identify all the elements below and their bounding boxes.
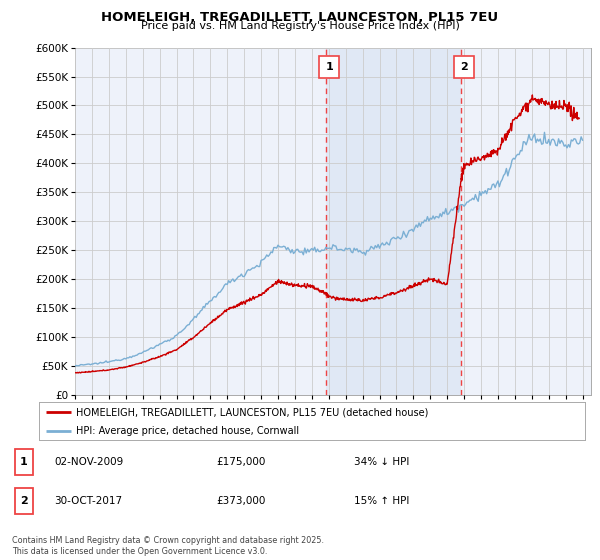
Text: £175,000: £175,000: [216, 457, 265, 467]
Text: Contains HM Land Registry data © Crown copyright and database right 2025.
This d: Contains HM Land Registry data © Crown c…: [12, 536, 324, 556]
Text: Price paid vs. HM Land Registry's House Price Index (HPI): Price paid vs. HM Land Registry's House …: [140, 21, 460, 31]
Text: 15% ↑ HPI: 15% ↑ HPI: [354, 496, 409, 506]
Text: 2: 2: [460, 62, 468, 72]
Text: 34% ↓ HPI: 34% ↓ HPI: [354, 457, 409, 467]
Text: HOMELEIGH, TREGADILLETT, LAUNCESTON, PL15 7EU (detached house): HOMELEIGH, TREGADILLETT, LAUNCESTON, PL1…: [76, 407, 428, 417]
Text: 2: 2: [20, 496, 28, 506]
Bar: [326, 48, 461, 395]
Text: HPI: Average price, detached house, Cornwall: HPI: Average price, detached house, Corn…: [76, 426, 299, 436]
FancyBboxPatch shape: [15, 488, 33, 514]
Text: 02-NOV-2009: 02-NOV-2009: [54, 457, 123, 467]
Text: 1: 1: [20, 457, 28, 467]
FancyBboxPatch shape: [15, 449, 33, 475]
Text: HOMELEIGH, TREGADILLETT, LAUNCESTON, PL15 7EU: HOMELEIGH, TREGADILLETT, LAUNCESTON, PL1…: [101, 11, 499, 24]
Text: £373,000: £373,000: [216, 496, 265, 506]
FancyBboxPatch shape: [319, 55, 339, 78]
FancyBboxPatch shape: [454, 55, 475, 78]
Text: 30-OCT-2017: 30-OCT-2017: [54, 496, 122, 506]
Text: 1: 1: [325, 62, 333, 72]
